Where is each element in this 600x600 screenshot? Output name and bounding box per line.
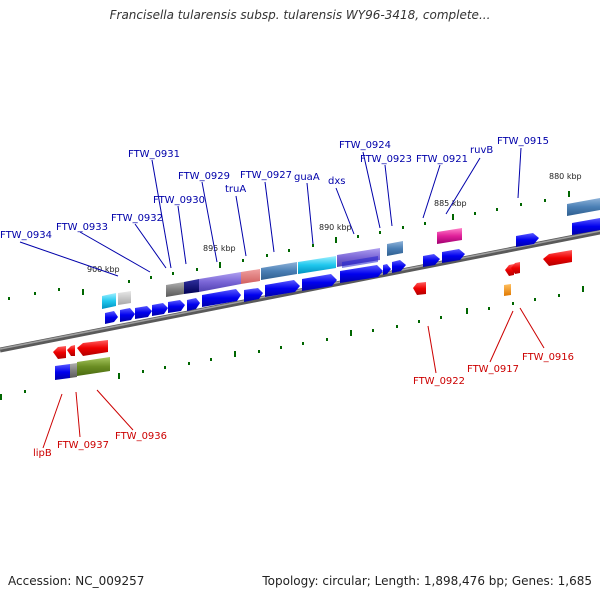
gene-label-ftw0924[interactable]: FTW_0924 bbox=[339, 140, 391, 151]
cds-arrow-forward[interactable] bbox=[442, 249, 465, 263]
cds-arrow-forward[interactable] bbox=[202, 289, 241, 307]
gene-label-ftw0921[interactable]: FTW_0921 bbox=[416, 154, 468, 165]
cds-arrow-forward[interactable] bbox=[423, 254, 440, 267]
gene-label-ruvB[interactable]: ruvB bbox=[470, 145, 493, 156]
cds-arrow-forward[interactable] bbox=[135, 306, 152, 319]
kbp-label-900: 900 kbp bbox=[87, 265, 120, 274]
cds-arrow-forward[interactable] bbox=[383, 264, 391, 275]
gene-label-ftw0931[interactable]: FTW_0931 bbox=[128, 149, 180, 160]
gene-label-ftw0915[interactable]: FTW_0915 bbox=[497, 136, 549, 147]
cds-arrow-forward[interactable] bbox=[120, 308, 135, 322]
feature-orange[interactable] bbox=[504, 284, 511, 296]
feature-salmon[interactable] bbox=[241, 269, 260, 284]
label-leaders-blue bbox=[19, 147, 522, 277]
feature-olive[interactable] bbox=[77, 357, 110, 376]
gene-label-ftw0932[interactable]: FTW_0932 bbox=[111, 213, 163, 224]
feature-magenta[interactable] bbox=[437, 228, 462, 244]
cds-arrow-forward[interactable] bbox=[105, 311, 118, 324]
feature-gray[interactable] bbox=[166, 282, 184, 297]
feature-steelblue[interactable] bbox=[387, 241, 403, 256]
map-title: Francisella tularensis subsp. tularensis… bbox=[109, 8, 491, 22]
feature-navy[interactable] bbox=[184, 279, 199, 294]
cds-arrow-reverse[interactable] bbox=[505, 264, 514, 276]
gene-label-dxs[interactable]: dxs bbox=[328, 176, 345, 187]
cds-arrow-forward[interactable] bbox=[55, 364, 70, 380]
cds-arrow-reverse[interactable] bbox=[511, 262, 520, 274]
cds-arrow-forward[interactable] bbox=[516, 233, 539, 247]
kbp-label-880: 880 kbp bbox=[549, 172, 582, 181]
gene-label-lipB[interactable]: lipB bbox=[33, 448, 52, 459]
cds-arrow-reverse[interactable] bbox=[543, 250, 572, 266]
cds-arrow-forward[interactable] bbox=[392, 260, 406, 273]
cds-arrow-reverse[interactable] bbox=[53, 346, 66, 359]
cds-arrow-forward[interactable] bbox=[168, 300, 185, 313]
accession-text: Accession: NC_009257 bbox=[8, 574, 145, 588]
lower-left-feature-track bbox=[55, 357, 110, 380]
kbp-label-895: 895 kbp bbox=[203, 244, 236, 253]
cds-arrow-forward[interactable] bbox=[302, 274, 337, 291]
position-ticks-upper bbox=[8, 191, 570, 300]
feature-cyan[interactable] bbox=[298, 256, 336, 274]
feature-steelblue[interactable] bbox=[567, 198, 600, 216]
kbp-label-890: 890 kbp bbox=[319, 223, 352, 232]
cds-arrow-forward[interactable] bbox=[572, 218, 600, 235]
feature-steelblue[interactable] bbox=[261, 262, 297, 280]
gene-label-ftw0936[interactable]: FTW_0936 bbox=[115, 431, 167, 442]
gene-label-ftw0933[interactable]: FTW_0933 bbox=[56, 222, 108, 233]
gene-label-guaA[interactable]: guaA bbox=[294, 172, 320, 183]
kbp-label-885: 885 kbp bbox=[434, 199, 467, 208]
label-leaders-red bbox=[42, 307, 545, 449]
feature-cyan[interactable] bbox=[102, 293, 116, 309]
gene-label-ftw0917[interactable]: FTW_0917 bbox=[467, 364, 519, 375]
cds-arrow-forward[interactable] bbox=[152, 303, 168, 316]
feature-blue-small[interactable] bbox=[342, 256, 378, 268]
gene-label-ftw0923[interactable]: FTW_0923 bbox=[360, 154, 412, 165]
gene-label-ftw0927[interactable]: FTW_0927 bbox=[240, 170, 292, 181]
forward-feature-track bbox=[102, 198, 600, 309]
position-ticks-lower bbox=[0, 286, 584, 400]
genome-summary-text: Topology: circular; Length: 1,898,476 bp… bbox=[262, 574, 592, 588]
cds-arrow-forward[interactable] bbox=[340, 265, 383, 283]
gene-label-ftw0922[interactable]: FTW_0922 bbox=[413, 376, 465, 387]
gene-label-ftw0930[interactable]: FTW_0930 bbox=[153, 195, 205, 206]
cds-arrow-reverse[interactable] bbox=[77, 340, 108, 356]
reverse-cds-track bbox=[53, 250, 572, 359]
gene-label-truA[interactable]: truA bbox=[225, 184, 246, 195]
cds-arrow-forward[interactable] bbox=[187, 298, 200, 311]
cds-arrow-forward[interactable] bbox=[244, 288, 263, 302]
cds-arrow-reverse[interactable] bbox=[67, 345, 75, 356]
cds-arrow-forward[interactable] bbox=[265, 280, 300, 297]
gene-label-ftw0916[interactable]: FTW_0916 bbox=[522, 352, 574, 363]
feature-silver[interactable] bbox=[118, 291, 131, 305]
genome-backbone bbox=[0, 229, 600, 353]
gene-label-ftw0929[interactable]: FTW_0929 bbox=[178, 171, 230, 182]
feature-gray[interactable] bbox=[70, 363, 77, 378]
cds-arrow-reverse[interactable] bbox=[413, 282, 426, 295]
feature-purple[interactable] bbox=[199, 272, 241, 292]
forward-cds-track bbox=[105, 218, 600, 324]
gene-label-ftw0937[interactable]: FTW_0937 bbox=[57, 440, 109, 451]
gene-label-ftw0934[interactable]: FTW_0934 bbox=[0, 230, 52, 241]
